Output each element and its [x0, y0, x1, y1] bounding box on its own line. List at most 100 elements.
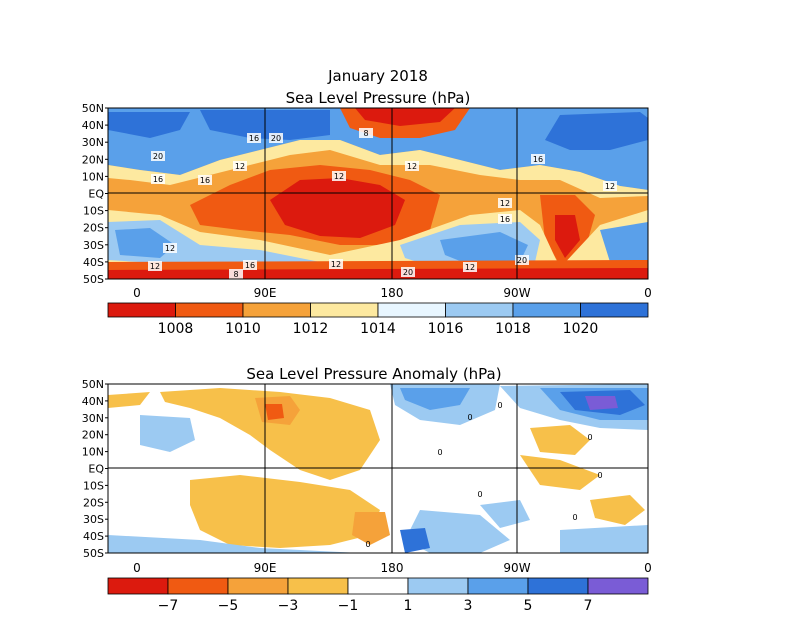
contour-label: 20 — [271, 134, 281, 143]
contour-label-bg — [151, 151, 165, 161]
colorbar-label: −7 — [158, 598, 179, 614]
colorbar-swatch — [580, 302, 649, 318]
lat-tick-label: 10S — [83, 205, 104, 218]
lat-tick-label: 50N — [82, 378, 104, 391]
panel2-tropical-positive — [520, 455, 600, 490]
colorbar-label: −3 — [278, 598, 299, 614]
panel1-indian-high-core — [115, 228, 175, 258]
contour-label-bg — [151, 174, 165, 184]
contour-label: 0 — [437, 448, 442, 457]
panel2-southeast-pacific-negative — [405, 510, 510, 553]
contour-label: 16 — [153, 175, 163, 184]
colorbar-label: 1016 — [428, 321, 464, 337]
colorbar-label: 1012 — [293, 321, 329, 337]
colorbar-swatch — [512, 302, 581, 318]
contour-label: 16 — [200, 176, 210, 185]
panel1-aleutian-core — [355, 108, 455, 126]
colorbar-swatch — [227, 577, 289, 595]
lat-tick-label: EQ — [88, 463, 104, 476]
colorbar-label: 1014 — [360, 321, 396, 337]
contour-label: 0 — [477, 490, 482, 499]
contour-label-bg — [332, 171, 346, 181]
contour-label-bg — [198, 175, 212, 185]
lon-tick-label: 0 — [133, 561, 141, 575]
lon-tick-label: 90E — [254, 286, 277, 300]
panel2-south-atlantic-negative — [560, 525, 648, 553]
lat-tick-label: 10N — [82, 446, 104, 459]
panel1-lat-labels: 50N 40N 30N 20N 10N EQ 10S 20S 30S 40S 50S — [82, 102, 108, 286]
contour-label: 12 — [331, 260, 341, 269]
panel2-asia-positive — [160, 388, 380, 480]
contour-label: 0 — [572, 513, 577, 522]
lat-tick-label: 50S — [83, 547, 104, 560]
colorbar-swatch — [347, 577, 409, 595]
contour-label: 20 — [153, 152, 163, 161]
contour-label: 12 — [605, 182, 615, 191]
panel2-west-africa-negative — [140, 415, 195, 452]
panel2-title: Sea Level Pressure Anomaly (hPa) — [246, 365, 501, 383]
colorbar-swatch — [287, 577, 349, 595]
colorbar-swatch — [107, 577, 169, 595]
panel2-north-atlantic-peak — [585, 396, 618, 410]
contour-label-bg — [329, 259, 343, 269]
panel2-north-pacific-core — [400, 388, 470, 410]
lat-tick-label: 50N — [82, 102, 104, 115]
colorbar-label: 1020 — [563, 321, 599, 337]
contour-label: 20 — [403, 268, 413, 277]
contour-label: 20 — [517, 256, 527, 265]
lat-tick-label: 40S — [83, 256, 104, 269]
lat-tick-label: 40N — [82, 395, 104, 408]
panel2-south-atlantic-positive — [590, 495, 645, 525]
panel1-contour-labels: 20 16 20 16 16 12 12 8 12 12 12 16 20 16 12 12 16 12 8 20 12 — [148, 128, 617, 279]
lat-tick-label: 40S — [83, 530, 104, 543]
panel1-colorbar: 1008 1010 1012 1014 1016 1018 1020 — [107, 302, 649, 337]
panel2-colorbar: −7 −5 −3 −1 1 3 5 7 — [107, 577, 649, 614]
panel1-atlantic-high — [545, 112, 648, 150]
colorbar-swatch — [467, 577, 529, 595]
panel2-contour-labels: 0 0 0 0 0 0 0 0 — [365, 401, 602, 549]
contour-label: 16 — [500, 215, 510, 224]
contour-label-bg — [603, 181, 617, 191]
colorbar-swatch — [310, 302, 379, 318]
lon-tick-label: 0 — [644, 561, 652, 575]
lon-tick-label: 90E — [254, 561, 277, 575]
lat-tick-label: 50S — [83, 273, 104, 286]
contour-label: 8 — [233, 270, 238, 279]
lat-tick-label: 30S — [83, 513, 104, 526]
panel1-pacific-high-core — [440, 232, 528, 265]
lat-tick-label: 20N — [82, 153, 104, 166]
panel2-indian-positive — [190, 475, 380, 548]
contour-label: 12 — [150, 262, 160, 271]
contour-label: 16 — [533, 155, 543, 164]
colorbar-swatch — [445, 302, 514, 318]
lat-tick-label: EQ — [88, 188, 104, 201]
lat-tick-label: 20N — [82, 429, 104, 442]
panel2-south-indian-positive — [352, 512, 390, 545]
lon-tick-label: 90W — [503, 561, 530, 575]
colorbar-swatch — [167, 577, 229, 595]
colorbar-label: 1018 — [495, 321, 531, 337]
colorbar-swatch — [407, 577, 469, 595]
colorbar-swatch — [527, 577, 589, 595]
panel1-atlantic-south-high — [600, 222, 648, 262]
contour-label-bg — [243, 260, 257, 270]
lat-tick-label: 10N — [82, 170, 104, 183]
panel1-lon-labels: 0 90E 180 90W 0 — [133, 286, 652, 300]
contour-label: 12 — [407, 162, 417, 171]
contour-label-bg — [148, 261, 162, 271]
contour-label-bg — [531, 154, 545, 164]
colorbar-label: 5 — [524, 598, 533, 614]
contour-label-bg — [269, 133, 283, 143]
contour-label: 8 — [363, 129, 368, 138]
panel1-light-band-north — [108, 140, 648, 198]
contour-label: 12 — [165, 244, 175, 253]
colorbar-label: −5 — [218, 598, 239, 614]
colorbar-label: −1 — [338, 598, 359, 614]
lat-tick-label: 30N — [82, 136, 104, 149]
panel2-lat-labels: 50N 40N 30N 20N 10N EQ 10S 20S 30S 40S 50S — [82, 378, 108, 560]
contour-label-bg — [401, 267, 415, 277]
lon-tick-label: 180 — [381, 561, 404, 575]
contour-label: 0 — [597, 471, 602, 480]
colorbar-swatch — [587, 577, 649, 595]
